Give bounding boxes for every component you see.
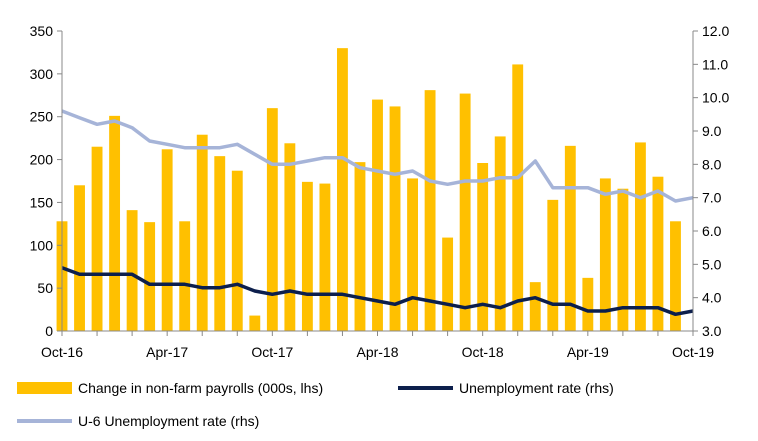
bar-Feb-17 xyxy=(126,210,138,331)
bar-Jan-17 xyxy=(109,115,121,331)
x-tick-label: Oct-17 xyxy=(251,344,293,360)
right-tick-label: 9.0 xyxy=(702,123,722,139)
bar-Apr-19 xyxy=(582,277,594,331)
bar-Dec-18 xyxy=(512,64,524,331)
bar-Jul-18 xyxy=(424,90,436,332)
x-tick-label: Apr-18 xyxy=(356,344,398,360)
legend-swatch-unemployment xyxy=(398,386,453,390)
bar-Aug-17 xyxy=(231,170,243,331)
bar-May-19 xyxy=(599,178,611,331)
left-tick-label: 100 xyxy=(30,237,54,253)
bar-Apr-17 xyxy=(161,149,173,331)
x-tick-label: Apr-19 xyxy=(567,344,609,360)
right-tick-label: 11.0 xyxy=(702,56,728,72)
legend-item-unemployment: Unemployment rate (rhs) xyxy=(398,380,614,396)
bar-Aug-18 xyxy=(442,237,454,331)
legend-label-unemployment: Unemployment rate (rhs) xyxy=(459,380,614,396)
bar-Jan-19 xyxy=(529,282,541,331)
bar-Mar-18 xyxy=(354,162,366,331)
bar-Sep-18 xyxy=(459,93,471,331)
bar-Jun-17 xyxy=(196,134,208,331)
right-tick-label: 10.0 xyxy=(702,90,729,106)
right-tick-label: 7.0 xyxy=(702,190,722,206)
bar-Sep-17 xyxy=(249,315,261,331)
right-tick-label: 12.0 xyxy=(702,23,729,39)
right-tick-label: 4.0 xyxy=(702,290,722,306)
left-tick-label: 300 xyxy=(30,66,54,82)
bar-Jan-18 xyxy=(319,183,331,331)
rate-lines xyxy=(61,109,694,317)
x-tick-label: Apr-17 xyxy=(146,344,188,360)
right-tick-label: 5.0 xyxy=(702,256,722,272)
right-tick-label: 3.0 xyxy=(702,323,722,339)
bar-Jun-19 xyxy=(617,188,629,331)
bar-Nov-17 xyxy=(284,143,296,331)
bar-May-17 xyxy=(179,221,191,331)
bar-Dec-16 xyxy=(91,146,103,331)
legend-item-u6: U-6 Unemployment rate (rhs) xyxy=(17,413,259,429)
bar-Sep-19 xyxy=(670,221,681,331)
payrolls-bars xyxy=(56,48,681,332)
bar-Oct-17 xyxy=(266,108,278,332)
bar-Nov-16 xyxy=(74,185,85,331)
x-tick-label: Oct-18 xyxy=(462,344,504,360)
bar-May-18 xyxy=(389,106,401,331)
left-tick-label: 0 xyxy=(45,323,53,339)
chart-canvas: 0 50 100 150 200 250 300 350 3.0 4.0 5.0 6.0 7.0 8.0 9… xyxy=(30,23,730,360)
legend-swatch-payrolls xyxy=(17,382,72,394)
bar-Feb-19 xyxy=(547,199,559,331)
left-tick-label: 200 xyxy=(30,152,54,168)
u6-line xyxy=(61,109,694,203)
bar-Jun-18 xyxy=(407,178,418,331)
legend-swatch-u6 xyxy=(17,419,72,423)
unemployment-line xyxy=(61,266,694,317)
legend-item-payrolls: Change in non-farm payrolls (000s, lhs) xyxy=(17,380,323,396)
right-tick-label: 6.0 xyxy=(702,223,722,239)
axes xyxy=(57,30,698,336)
bar-Aug-19 xyxy=(652,176,664,331)
left-tick-label: 50 xyxy=(37,280,53,296)
left-tick-label: 150 xyxy=(30,194,54,210)
bar-Oct-18 xyxy=(477,163,489,331)
bar-Mar-17 xyxy=(144,222,156,331)
legend-label-payrolls: Change in non-farm payrolls (000s, lhs) xyxy=(78,380,324,396)
bar-Jul-19 xyxy=(634,142,646,331)
bar-Mar-19 xyxy=(564,145,576,331)
left-tick-label: 350 xyxy=(30,23,54,39)
legend-label-u6: U-6 Unemployment rate (rhs) xyxy=(78,413,260,429)
bar-Jul-17 xyxy=(214,156,226,331)
x-tick-label: Oct-19 xyxy=(672,344,714,360)
bar-Dec-17 xyxy=(301,181,313,331)
bar-Nov-18 xyxy=(494,136,506,331)
bar-Feb-18 xyxy=(337,48,348,332)
tick-labels: 0 50 100 150 200 250 300 350 3.0 4.0 5.0 6.0 7.0 8.0 9… xyxy=(30,23,730,360)
left-tick-label: 250 xyxy=(30,109,54,125)
bar-Apr-18 xyxy=(372,99,383,331)
right-tick-label: 8.0 xyxy=(702,156,722,172)
x-tick-label: Oct-16 xyxy=(41,344,83,360)
